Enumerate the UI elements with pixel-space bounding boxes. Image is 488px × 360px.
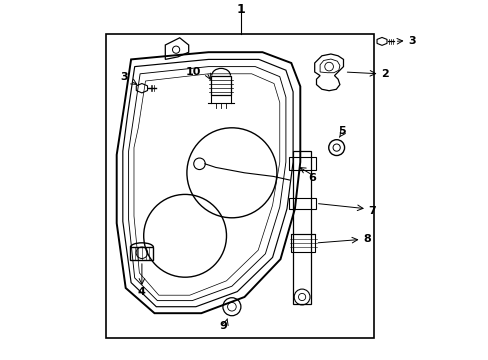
Text: 7: 7: [367, 206, 375, 216]
Text: 3: 3: [120, 72, 127, 82]
Bar: [106, 34, 373, 338]
Text: 6: 6: [308, 173, 316, 183]
Bar: [130, 247, 153, 260]
Text: 3: 3: [407, 36, 415, 46]
Text: 5: 5: [337, 126, 345, 136]
Text: 9: 9: [219, 321, 226, 331]
Bar: [288, 157, 315, 170]
Bar: [291, 234, 314, 252]
Text: 8: 8: [362, 234, 370, 244]
Bar: [288, 198, 315, 209]
Text: 1: 1: [236, 3, 245, 15]
Text: 10: 10: [185, 67, 201, 77]
Text: 2: 2: [380, 69, 388, 79]
Bar: [211, 76, 231, 95]
Bar: [292, 151, 310, 304]
Text: 4: 4: [138, 287, 145, 297]
